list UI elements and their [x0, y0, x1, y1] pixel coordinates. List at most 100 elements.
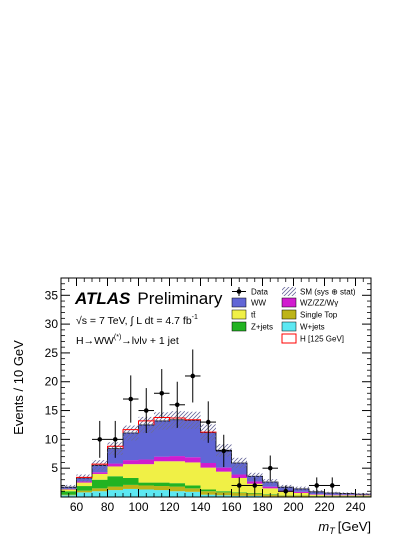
data-point-marker-13 [314, 483, 320, 488]
bar-singletop-bin-2 [92, 488, 108, 492]
legend-data-marker [236, 289, 242, 294]
data-point-5 [169, 381, 185, 428]
bar-wjets-bin-4 [123, 488, 139, 497]
legend-zjets-label: Z+jets [251, 323, 273, 332]
sm-uncertainty-bin-12 [247, 472, 263, 480]
legend-zjets-swatch [231, 321, 247, 332]
data-point-marker-14 [329, 483, 335, 488]
data-point-marker-1 [112, 437, 118, 442]
bar-wzzzwg-bin-8 [185, 457, 201, 463]
legend-wzzzwg-swatch [281, 297, 297, 308]
bar-singletop-bin-3 [107, 486, 123, 491]
legend-wjets-label: W+jets [300, 323, 325, 332]
bar-wzzzwg-bin-13 [262, 486, 278, 489]
bar-singletop-bin-7 [169, 486, 185, 492]
data-points [92, 349, 340, 497]
bar-ttbar-bin-9 [200, 467, 216, 490]
atlas-word: ATLAS [74, 289, 131, 308]
sm-uncertainty-bin-4 [123, 425, 139, 441]
bar-wzzzwg-bin-10 [216, 467, 232, 472]
y-tick-label-4: 25 [45, 346, 59, 360]
bar-wzzzwg-bin-6 [154, 456, 170, 462]
data-point-marker-11 [267, 465, 273, 471]
legend-ttbar-swatch [231, 309, 247, 320]
data-point-marker-12 [283, 488, 289, 494]
bar-zjets-bin-2 [92, 479, 108, 489]
x-tick-label-6: 180 [252, 500, 272, 514]
data-point-6 [185, 349, 201, 403]
data-point-3 [138, 388, 154, 434]
x-axis-label-symbol: m [318, 519, 329, 534]
x-tick-label-5: 160 [221, 500, 241, 514]
data-point-4 [154, 369, 170, 418]
legend-data-label: Data [251, 288, 268, 297]
data-point-1 [107, 420, 123, 458]
data-point-marker-2 [128, 396, 134, 402]
bar-ww-bin-7 [169, 419, 185, 457]
legend-ttbar-label: tt̄ [251, 311, 256, 320]
legend-wjets-swatch [281, 321, 297, 332]
bar-ttbar-bin-4 [123, 464, 139, 478]
data-point-marker-6 [190, 373, 196, 379]
legend-wzzzwg-label: WZ/ZZ/Wγ [300, 299, 338, 308]
legend-singletop: Single Top [281, 309, 338, 320]
data-point-14 [324, 477, 340, 494]
bar-singletop-bin-5 [138, 485, 154, 490]
x-axis-label-unit: [GeV] [338, 519, 371, 534]
bar-ttbar-bin-0 [61, 489, 77, 492]
energy-luminosity-label: √s = 7 TeV, ∫ L dt = 4.7 fb-1 [76, 314, 198, 327]
data-point-marker-4 [159, 390, 165, 396]
bar-ww-bin-5 [138, 424, 154, 460]
bar-zjets-bin-9 [200, 489, 216, 492]
bar-wzzzwg-bin-4 [123, 460, 139, 465]
x-tick-label-9: 240 [345, 500, 365, 514]
data-point-13 [309, 477, 325, 494]
x-tick-label-0: 60 [70, 500, 84, 514]
x-tick-label-4: 140 [190, 500, 210, 514]
legend-ww-swatch [231, 297, 247, 308]
sm-uncertainty-bin-8 [185, 411, 201, 429]
data-point-marker-10 [252, 483, 258, 488]
process-pre: H→WW [76, 335, 114, 347]
data-point-marker-9 [236, 483, 242, 488]
y-tick-label-6: 35 [45, 288, 59, 302]
data-point-0 [92, 420, 108, 458]
bar-singletop-bin-4 [123, 484, 139, 489]
bar-ttbar-bin-8 [185, 462, 201, 486]
preliminary-word: Preliminary [137, 289, 223, 308]
bar-ttbar-bin-13 [262, 488, 278, 495]
data-point-10 [247, 477, 263, 494]
legend-ww: WW [231, 297, 267, 308]
sm-uncertainty-bin-15 [293, 486, 309, 492]
bar-zjets-bin-4 [123, 477, 139, 485]
bar-ttbar-bin-10 [216, 471, 232, 492]
y-tick-label-5: 30 [45, 317, 59, 331]
data-point-8 [216, 434, 232, 468]
y-axis-label: Events / 10 GeV [11, 340, 26, 435]
legend-sm-label: SM (sys ⊕ stat) [300, 288, 356, 297]
bar-zjets-bin-1 [76, 486, 92, 491]
bar-ww-bin-6 [154, 420, 170, 457]
bar-zjets-bin-5 [138, 482, 154, 486]
bar-wzzzwg-bin-9 [200, 462, 216, 468]
legend-singletop-swatch [281, 309, 297, 320]
bar-ttbar-bin-1 [76, 482, 92, 487]
bar-singletop-bin-8 [185, 488, 201, 492]
legend-data: Data [232, 287, 268, 297]
sm-uncertainty-bin-1 [76, 474, 92, 482]
energy-text: √s = 7 TeV, ∫ L dt = 4.7 fb [76, 315, 192, 327]
sm-uncertainty-bin-0 [61, 484, 77, 490]
bar-wzzzwg-bin-15 [293, 491, 309, 493]
legend-ttbar: tt̄ [231, 309, 256, 320]
bar-ww-bin-11 [231, 462, 247, 475]
bar-zjets-bin-7 [169, 483, 185, 487]
x-axis-label-subscript: T [329, 526, 336, 536]
y-tick-label-0: 5 [51, 461, 58, 475]
bar-singletop-bin-9 [200, 491, 216, 495]
legend-zjets: Z+jets [231, 321, 273, 332]
data-point-marker-3 [143, 408, 149, 413]
bar-wzzzwg-bin-7 [169, 456, 185, 462]
process-post: →lνlν + 1 jet [121, 335, 179, 347]
bar-singletop-bin-1 [76, 490, 92, 493]
